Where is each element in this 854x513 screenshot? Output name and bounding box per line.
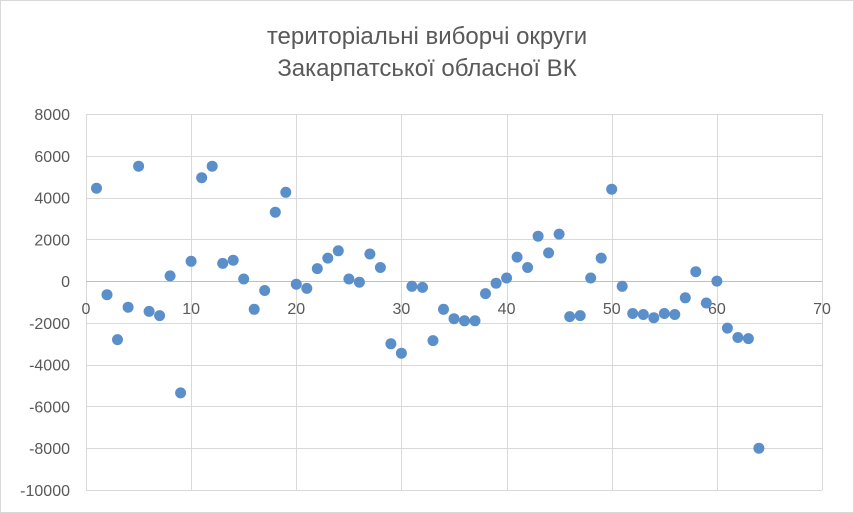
data-point [259,285,271,296]
x-tick-label: 50 [603,301,621,318]
data-point [459,315,470,327]
data-point [280,186,292,198]
data-point [490,277,502,289]
data-point [217,257,229,269]
data-point [154,310,166,322]
data-point [732,332,744,343]
data-point [269,206,281,218]
data-point [227,254,239,266]
data-point [311,263,323,275]
data-point [248,303,260,315]
data-point [164,270,176,282]
x-tick-label: 60 [708,301,726,318]
data-point [553,228,565,240]
y-tick-label: -10000 [20,483,70,500]
data-point [385,338,397,350]
chart-title-line-1: територіальні виборчі округи [266,23,588,50]
data-point [91,182,102,194]
data-point [122,301,134,313]
data-point [343,273,355,285]
data-point [690,266,702,278]
x-tick-label: 70 [813,301,831,318]
x-tick-label: 20 [287,301,305,318]
data-point [133,160,145,172]
data-point [290,278,302,290]
data-point [364,248,376,260]
data-point [721,322,733,334]
data-point [574,310,586,322]
data-point [395,347,407,359]
data-point [648,312,660,324]
data-point [742,333,754,345]
data-point [595,252,607,264]
data-point [469,315,481,327]
data-point [427,335,439,347]
data-point [112,334,123,346]
data-point [700,297,712,309]
y-tick-label: -2000 [29,316,70,333]
data-point [511,251,523,263]
data-point [658,308,670,319]
data-point [353,276,365,288]
data-point [616,280,628,292]
data-point [753,442,765,454]
data-point [143,305,155,317]
y-tick-label: -6000 [29,399,70,416]
data-point [585,272,597,284]
data-point [669,309,681,320]
x-tick-label: 10 [182,301,200,318]
data-point [206,160,218,172]
data-point [196,172,208,184]
data-point [448,313,460,325]
data-point [532,230,544,242]
y-tick-label: 8000 [34,107,70,124]
data-point [238,273,250,285]
data-point [417,281,428,293]
chart-title: територіальні виборчі округи Закарпатськ… [1,21,853,85]
data-point [564,311,576,323]
data-point [543,247,555,259]
data-point [480,288,491,300]
x-tick-label: 30 [393,301,411,318]
data-point [322,252,334,264]
tick-labels: 8000 6000 4000 2000 0 -2000 -4000 -6000 -8000 -10… [20,107,831,500]
data-point [175,387,187,399]
data-point [332,245,344,257]
data-point [711,275,723,287]
y-tick-label: 6000 [34,149,70,166]
data-point [101,289,113,301]
y-tick-label: -8000 [29,441,70,458]
data-point [301,282,313,294]
y-tick-label: 2000 [34,232,70,249]
x-tick-label: 0 [82,301,91,318]
data-point [185,255,197,267]
data-points [91,160,765,454]
data-point [406,280,418,292]
data-point [438,303,449,315]
data-point [522,262,534,273]
y-tick-label: 0 [61,274,70,291]
chart-title-line-2: Закарпатської обласної ВК [277,55,577,82]
data-point [501,272,513,284]
y-tick-label: 4000 [34,191,70,208]
y-tick-label: -4000 [29,358,70,375]
data-point [627,308,639,319]
data-point [679,292,691,304]
data-point [637,309,649,320]
data-point [606,183,618,195]
data-point [374,262,386,273]
gridlines [86,114,823,491]
x-tick-label: 40 [498,301,516,318]
